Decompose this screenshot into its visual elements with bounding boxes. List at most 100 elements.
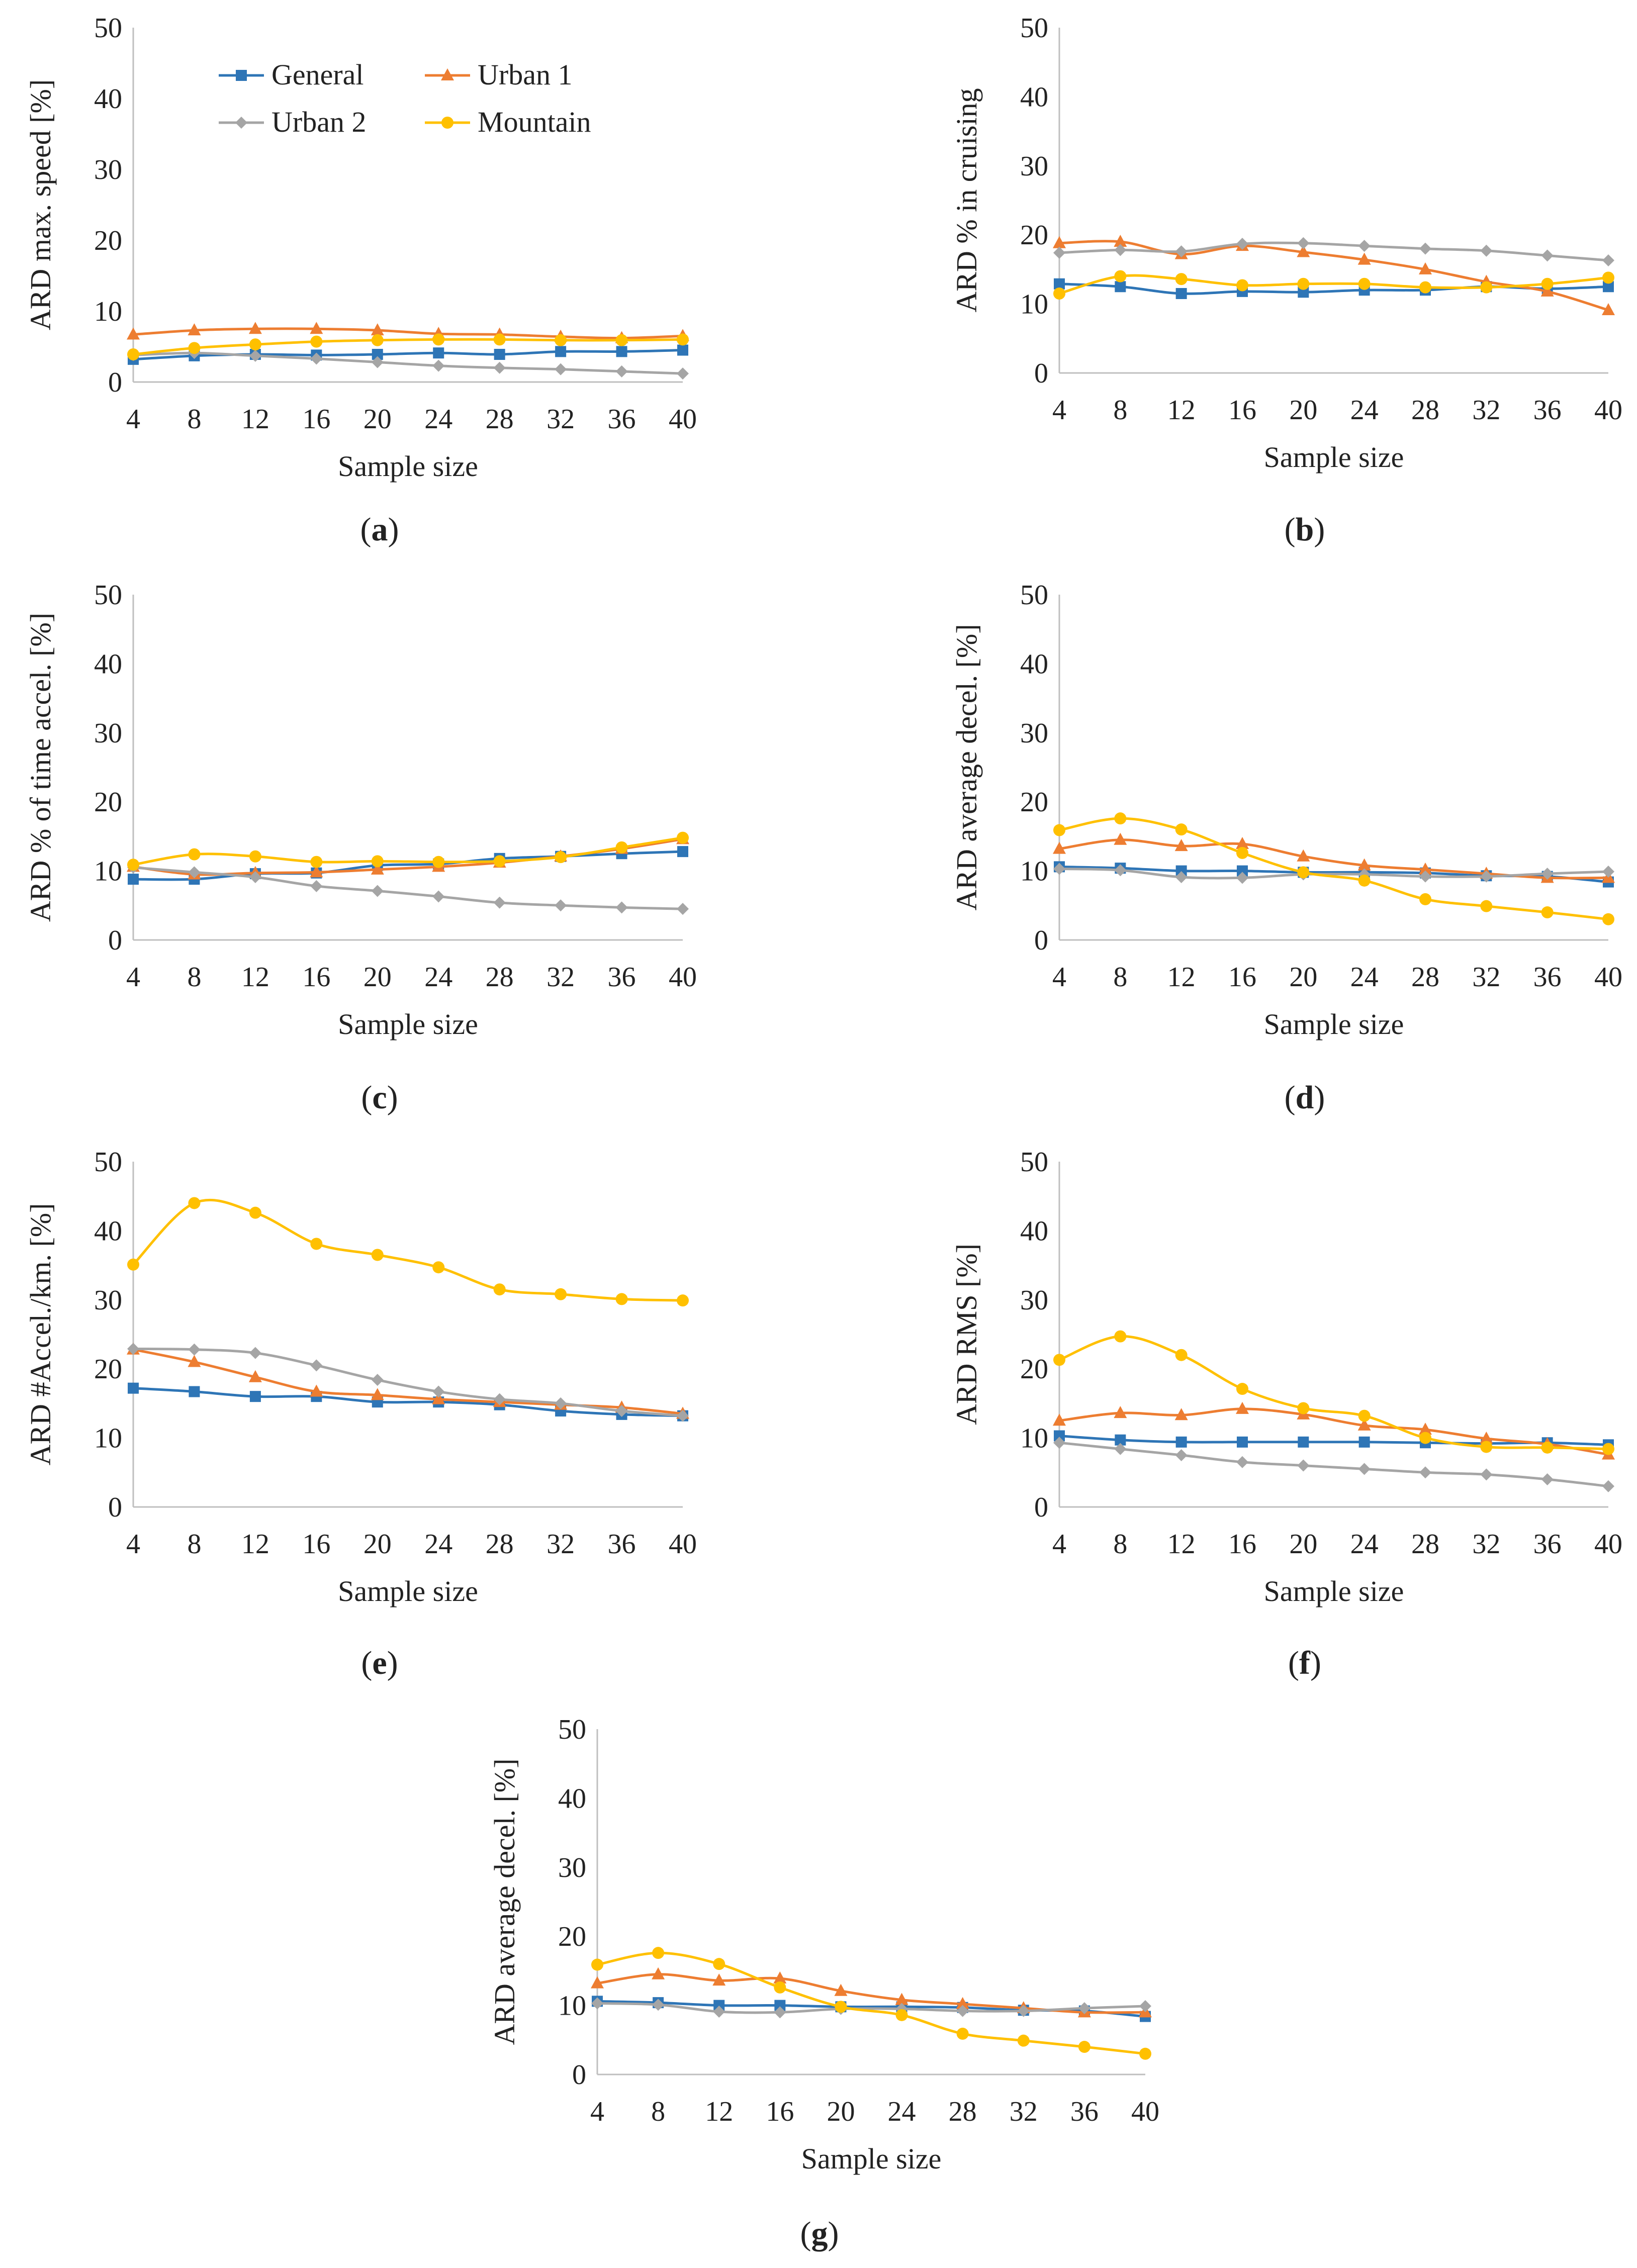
- data-point-urban-1: [1419, 262, 1432, 274]
- panel-letter: a: [372, 511, 388, 548]
- data-point-urban-2: [652, 1999, 665, 2011]
- x-tick-label: 8: [187, 962, 201, 993]
- data-point-urban-2: [1358, 1463, 1371, 1475]
- data-point-general: [616, 346, 627, 357]
- y-tick-label: 40: [94, 83, 122, 115]
- data-point-general: [1603, 281, 1614, 293]
- y-tick-label: 10: [94, 1423, 122, 1454]
- x-tick-label: 20: [363, 962, 392, 993]
- data-point-mountain: [1175, 823, 1188, 836]
- data-point-mountain: [432, 333, 445, 346]
- data-point-urban-2: [713, 2005, 725, 2018]
- chart-panel-d: 0 10 20 30 40 50 4 8 12 16 20 24 28 32 36 40 Sample size…: [950, 580, 1622, 1116]
- data-point-mountain: [1541, 1441, 1554, 1454]
- data-point-mountain: [127, 348, 139, 361]
- data-point-urban-1: [1114, 234, 1127, 247]
- data-point-urban-1: [1114, 832, 1127, 845]
- series-line-mountain: [132, 1198, 683, 1302]
- data-point-general: [774, 2000, 786, 2011]
- data-point-urban-2: [1419, 870, 1431, 883]
- data-point-urban-2: [555, 1397, 567, 1409]
- data-point-general: [1175, 865, 1187, 877]
- data-point-urban-1: [652, 1967, 665, 1979]
- y-tick-label: 40: [558, 1783, 586, 1814]
- data-point-mountain: [310, 856, 323, 868]
- x-tick-label: 24: [1350, 962, 1379, 993]
- y-tick-label: 30: [1020, 1285, 1048, 1316]
- series-line-mountain: [1059, 817, 1609, 921]
- data-point-mountain: [1175, 273, 1188, 286]
- series-urban-2: [127, 861, 689, 915]
- data-point-urban-2: [188, 1343, 201, 1356]
- data-point-mountain: [1358, 874, 1371, 887]
- y-tick-label: 0: [108, 367, 122, 398]
- data-point-urban-2: [774, 2006, 786, 2019]
- data-point-urban-2: [1602, 1480, 1614, 1492]
- y-tick-label: 0: [1034, 358, 1048, 389]
- x-tick-label: 16: [302, 962, 330, 993]
- x-tick-label: 20: [1289, 1529, 1317, 1560]
- legend-label: Urban 1: [478, 58, 572, 91]
- x-tick-label: 20: [1289, 962, 1317, 993]
- x-tick-label: 8: [187, 404, 201, 435]
- x-tick-label: 4: [126, 1529, 140, 1560]
- series-line-mountain: [133, 836, 683, 866]
- data-point-mountain: [1602, 1443, 1614, 1455]
- data-point-mountain: [652, 1947, 665, 1959]
- data-point-urban-1: [371, 1388, 384, 1400]
- y-tick-label: 50: [558, 1714, 586, 1745]
- x-axis-title: Sample size: [338, 1008, 478, 1041]
- x-tick-label: 36: [608, 404, 636, 435]
- data-point-urban-2: [677, 903, 689, 915]
- data-point-urban-2: [1602, 865, 1614, 878]
- data-point-urban-2: [1541, 249, 1554, 262]
- x-tick-label: 32: [547, 1529, 575, 1560]
- data-point-general: [128, 1382, 139, 1394]
- x-axis-title: Sample size: [1264, 441, 1404, 474]
- data-point-general: [433, 347, 444, 359]
- legend-marker-general: [236, 70, 247, 81]
- y-tick-label: 0: [1034, 1492, 1048, 1523]
- data-point-mountain: [615, 841, 628, 854]
- data-point-mountain: [1297, 1402, 1310, 1414]
- data-point-urban-2: [310, 1359, 323, 1372]
- y-tick-label: 20: [94, 225, 122, 256]
- data-point-urban-1: [248, 1370, 262, 1382]
- y-tick-label: 20: [558, 1921, 586, 1952]
- x-tick-label: 20: [363, 1529, 392, 1560]
- data-point-mountain: [188, 848, 201, 861]
- x-tick-label: 40: [1594, 1529, 1622, 1560]
- data-point-mountain: [1236, 1383, 1248, 1395]
- series-line-mountain: [1059, 274, 1609, 295]
- series-mountain: [1053, 1330, 1614, 1455]
- x-tick-label: 4: [1052, 962, 1066, 993]
- data-point-urban-2: [432, 890, 445, 903]
- y-tick-label: 0: [572, 2059, 586, 2091]
- data-point-mountain: [615, 1293, 628, 1305]
- data-point-urban-1: [1236, 1401, 1249, 1414]
- data-point-urban-1: [371, 862, 384, 875]
- y-tick-label: 20: [1020, 787, 1048, 818]
- data-point-general: [249, 1391, 261, 1402]
- data-point-urban-2: [493, 896, 506, 909]
- data-point-urban-2: [677, 1409, 689, 1422]
- x-tick-label: 28: [486, 1529, 514, 1560]
- data-point-urban-1: [1357, 252, 1371, 265]
- x-tick-label: 36: [1533, 395, 1562, 426]
- data-point-urban-2: [310, 352, 323, 365]
- x-tick-label: 8: [1113, 962, 1127, 993]
- y-tick-label: 10: [1020, 856, 1048, 887]
- x-tick-label: 28: [1411, 1529, 1439, 1560]
- x-tick-label: 12: [241, 962, 269, 993]
- y-tick-label: 30: [94, 718, 122, 749]
- y-tick-label: 50: [94, 1147, 122, 1178]
- x-tick-label: 24: [424, 962, 452, 993]
- y-tick-label: 40: [94, 1215, 122, 1247]
- data-point-urban-2: [371, 356, 384, 368]
- data-point-mountain: [1358, 277, 1371, 290]
- series-line-general: [1059, 282, 1609, 295]
- data-point-mountain: [1017, 2034, 1030, 2047]
- x-tick-label: 24: [424, 404, 452, 435]
- x-axis-title: Sample size: [801, 2142, 942, 2175]
- x-tick-label: 32: [1010, 2096, 1038, 2127]
